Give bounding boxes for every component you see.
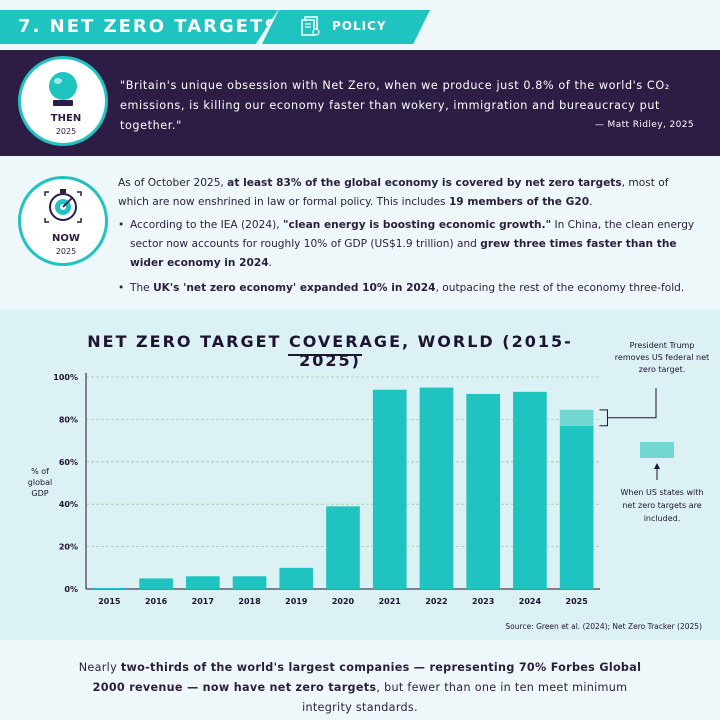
now-intro-bold: 19 members of the G20	[448, 196, 590, 208]
bullet-text: , outpacing the rest of the economy thre…	[435, 282, 685, 294]
legend-arrow-head	[654, 463, 660, 469]
y-tick-label: 100%	[53, 373, 78, 382]
bullet-bold: grew three times faster than the wider e…	[130, 238, 677, 269]
then-badge: THEN 2025	[18, 56, 108, 146]
bullet-text: .	[268, 257, 273, 269]
then-label: THEN	[50, 113, 82, 124]
x-tick-label: 2019	[285, 597, 308, 606]
now-intro-bold: at least 83% of the global economy is co…	[227, 177, 622, 189]
bar-2022	[419, 387, 454, 589]
crystal-ball-icon	[49, 72, 77, 106]
footer-text-part: Nearly	[78, 661, 121, 674]
policy-document-icon	[301, 16, 320, 36]
target-stopwatch-icon	[44, 189, 82, 223]
footer: Nearly two-thirds of the world's largest…	[0, 642, 720, 720]
y-tick-label: 20%	[59, 543, 78, 552]
bar-2021	[372, 389, 407, 589]
bullet-text: The	[130, 282, 154, 294]
title-band	[0, 10, 278, 44]
annotation-trump: President Trump removes US federal net z…	[614, 341, 710, 374]
x-tick-label: 2018	[238, 597, 261, 606]
bullet-item: According to the IEA (2024), "clean ener…	[118, 216, 698, 273]
now-label: NOW	[52, 233, 80, 244]
x-tick-label: 2015	[98, 597, 121, 606]
chart-panel: NET ZERO TARGET COVERAGE, WORLD (2015-20…	[0, 310, 720, 640]
bar-2018	[232, 576, 267, 589]
now-year: 2025	[55, 247, 77, 256]
bullet-item: The UK's 'net zero economy' expanded 10%…	[118, 279, 698, 298]
policy-tag: POLICY	[332, 19, 387, 33]
x-tick-label: 2016	[145, 597, 168, 606]
bar-2019	[279, 567, 314, 589]
title-underline	[288, 354, 362, 356]
section-title: 7. NET ZERO TARGETS	[18, 16, 280, 37]
now-bullets: According to the IEA (2024), "clean ener…	[118, 216, 698, 304]
bar-2024	[513, 391, 547, 589]
now-intro-text: As of October 2025,	[118, 177, 228, 189]
x-tick-label: 2025	[566, 597, 589, 606]
quote-author: — Matt Ridley, 2025	[594, 120, 694, 130]
bullet-bold: "clean energy is boosting economic growt…	[282, 219, 552, 231]
bar-2020	[326, 506, 360, 589]
bar-2023	[466, 393, 501, 589]
policy-band	[262, 10, 430, 44]
y-tick-label: 40%	[59, 500, 78, 509]
then-quote: "Britain's unique obsession with Net Zer…	[120, 79, 670, 132]
bar-2015	[92, 587, 127, 589]
footer-text: Nearly two-thirds of the world's largest…	[70, 658, 650, 718]
legend-swatch-us-states	[640, 442, 674, 458]
bullet-text: In China, the clean energy sector now ac…	[130, 219, 695, 250]
bar-2016	[139, 578, 173, 589]
x-tick-label: 2020	[332, 597, 355, 606]
y-tick-label: 60%	[59, 458, 78, 467]
bullet-text: According to the IEA (2024),	[130, 219, 283, 231]
x-tick-label: 2022	[425, 597, 447, 606]
now-panel: NOW 2025 As of October 2025, at least 83…	[0, 158, 720, 308]
bar-2017	[185, 576, 220, 589]
chart-source: Source: Green et al. (2024); Net Zero Tr…	[505, 622, 702, 631]
now-intro-text: .	[589, 196, 593, 208]
now-intro: As of October 2025, at least 83% of the …	[118, 174, 698, 212]
now-intro-text: , most of which are now enshrined in law…	[118, 177, 669, 208]
x-tick-label: 2021	[379, 597, 402, 606]
footer-text-part: , but fewer than one in ten meet minimum…	[302, 681, 628, 714]
bullet-bold: UK's 'net zero economy' expanded 10% in …	[153, 282, 436, 294]
y-tick-label: 0%	[64, 585, 78, 594]
x-tick-label: 2017	[192, 597, 214, 606]
x-tick-label: 2023	[472, 597, 494, 606]
bar-2025	[559, 425, 594, 589]
bar-2025-us-states-segment	[559, 409, 594, 426]
bracket	[599, 409, 608, 427]
footer-bold: two-thirds of the world's largest compan…	[92, 661, 642, 694]
header: 7. NET ZERO TARGETS POLICY	[0, 0, 720, 46]
now-badge: NOW 2025	[18, 176, 108, 266]
annotation-us-states: When US states with net zero targets are…	[620, 488, 704, 523]
y-axis-label: % of global GDP	[27, 467, 53, 498]
annotation-connector	[607, 388, 657, 419]
bar-chart: 0% 20% 40% 60% 80% 100% 2015 2016 2017 2018 2019 20…	[53, 373, 674, 606]
y-tick-label: 80%	[59, 415, 78, 424]
x-tick-label: 2024	[519, 597, 542, 606]
then-year: 2025	[55, 127, 77, 136]
then-panel: THEN 2025 "Britain's unique obsession wi…	[0, 50, 720, 156]
